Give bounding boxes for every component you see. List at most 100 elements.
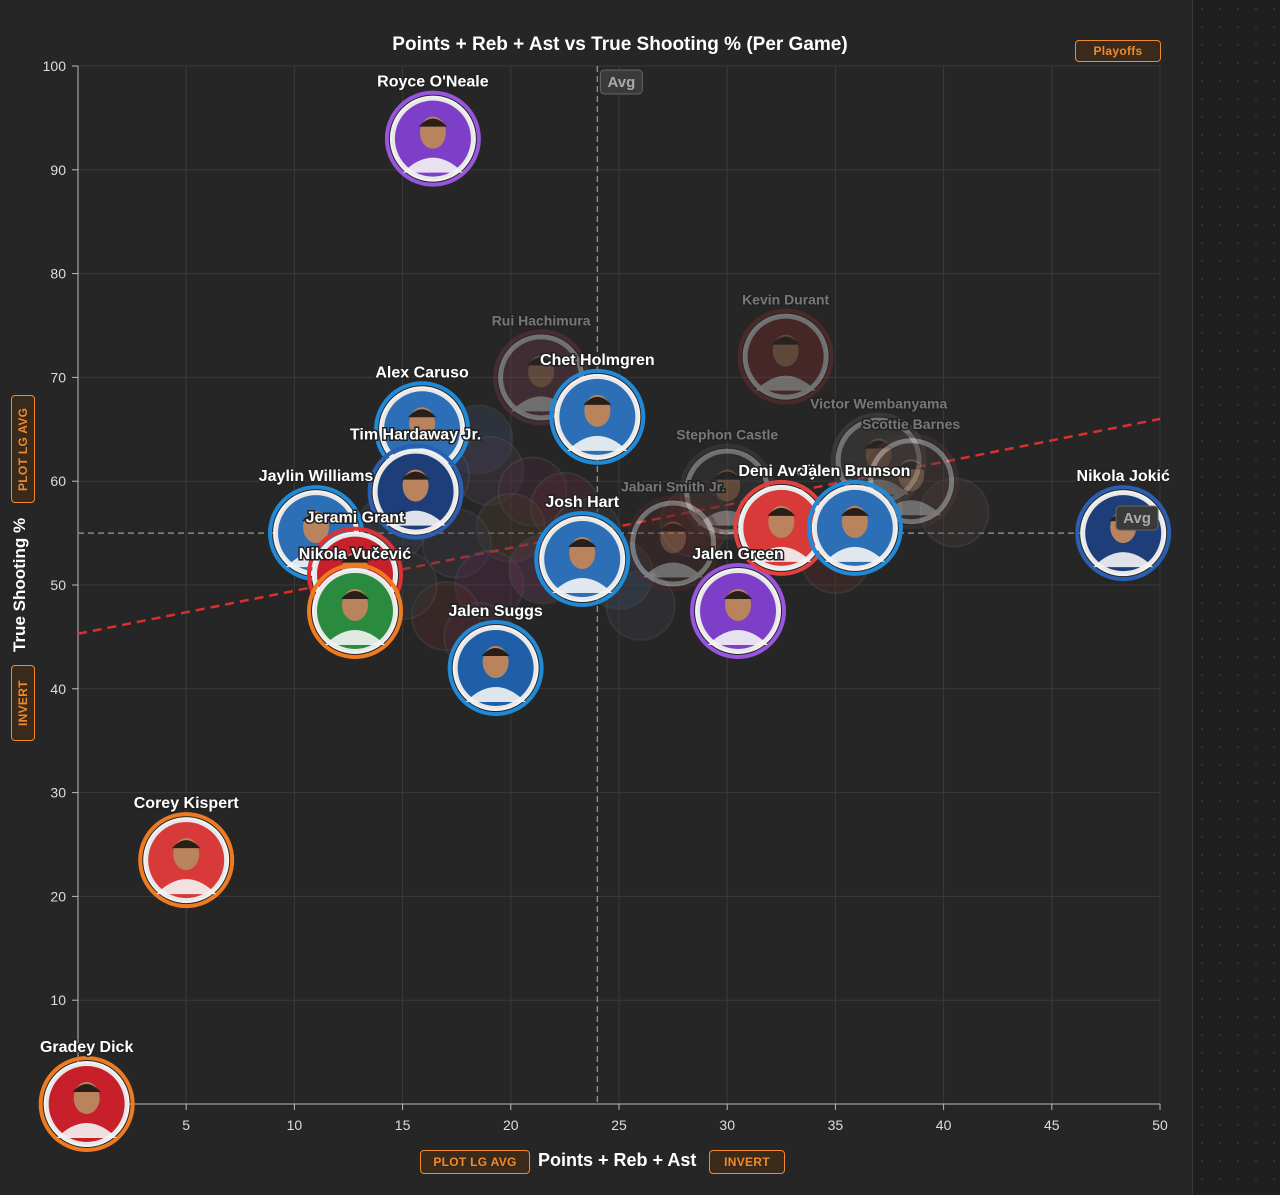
player-point bbox=[733, 479, 830, 576]
face-shape bbox=[898, 459, 925, 492]
hair-shape bbox=[302, 513, 331, 522]
face-shape bbox=[660, 521, 687, 554]
x-axis-title: Points + Reb + Ast bbox=[538, 1150, 697, 1170]
player-point bbox=[549, 368, 646, 465]
point-outer-ring bbox=[1075, 485, 1172, 582]
point-label: Josh Hart bbox=[545, 494, 619, 511]
point-inner-ring bbox=[868, 438, 955, 525]
y-tick-label: 40 bbox=[50, 681, 66, 697]
point-inner-ring bbox=[630, 500, 717, 587]
axes: 5101520253035404550010203040506070809010… bbox=[43, 58, 1168, 1133]
avg-badge-text: Avg bbox=[607, 74, 635, 91]
y-tick-label: 80 bbox=[50, 266, 66, 282]
point-label: Jaylin Williams bbox=[259, 468, 374, 485]
y-tick-label: 90 bbox=[50, 162, 66, 178]
y-tick-label: 30 bbox=[50, 785, 66, 801]
player-point bbox=[447, 620, 544, 717]
jersey-shape bbox=[643, 562, 704, 578]
hair-shape bbox=[527, 357, 556, 366]
x-tick-label: 50 bbox=[1152, 1117, 1168, 1133]
y-tick-label: 50 bbox=[50, 577, 66, 593]
player-point bbox=[625, 495, 722, 592]
hair-shape bbox=[72, 1084, 101, 1092]
grid bbox=[78, 65, 1161, 1104]
point-outer-ring bbox=[38, 1056, 135, 1152]
point-label: Gradey Dick bbox=[40, 1039, 133, 1056]
point-team-color bbox=[635, 505, 712, 582]
player-point bbox=[690, 562, 787, 659]
point-label: Stephon Castle bbox=[676, 427, 778, 443]
point-label: Chet Holmgren bbox=[540, 352, 655, 369]
hair-shape bbox=[713, 471, 742, 480]
point-team-color bbox=[840, 422, 917, 499]
point-outer-ring bbox=[138, 812, 235, 909]
hair-shape bbox=[408, 409, 437, 418]
x-tick-label: 35 bbox=[828, 1117, 844, 1133]
jersey-shape bbox=[385, 510, 446, 526]
background-point bbox=[919, 477, 990, 548]
jersey-shape bbox=[755, 375, 816, 391]
point-outer-ring bbox=[447, 620, 544, 717]
point-outer-ring bbox=[306, 562, 403, 659]
background-point bbox=[497, 456, 568, 527]
background-point bbox=[659, 487, 730, 558]
point-label: Tim Hardaway Jr. bbox=[350, 427, 481, 444]
jersey-shape bbox=[1093, 552, 1154, 568]
point-outer-ring bbox=[367, 443, 464, 540]
avg-badge-box bbox=[599, 69, 643, 95]
point-label: Victor Wembanyama bbox=[810, 395, 947, 411]
y-plot-lg-avg-button[interactable]: PLOT LG AVG bbox=[11, 395, 35, 503]
hair-shape bbox=[840, 507, 869, 516]
point-inner-ring bbox=[742, 313, 829, 400]
y-tick-label: 20 bbox=[50, 888, 66, 904]
playoffs-button[interactable]: Playoffs bbox=[1075, 40, 1161, 62]
point-label: Scottie Barnes bbox=[862, 416, 960, 432]
face-shape bbox=[528, 355, 555, 388]
player-point bbox=[1075, 485, 1172, 582]
point-team-color bbox=[747, 318, 824, 395]
y-tick-label: 100 bbox=[43, 58, 67, 74]
side-panel bbox=[1193, 0, 1280, 1195]
x-tick-label: 45 bbox=[1044, 1117, 1060, 1133]
scatter-chart: 5101520253035404550010203040506070809010… bbox=[38, 58, 1172, 1152]
y-invert-button[interactable]: INVERT bbox=[11, 665, 35, 741]
point-label: Royce O'Neale bbox=[377, 74, 489, 91]
hair-shape bbox=[767, 507, 796, 516]
x-tick-label: 40 bbox=[936, 1117, 952, 1133]
avg-badge-text: Avg bbox=[1123, 510, 1151, 527]
jersey-shape bbox=[824, 546, 885, 562]
point-outer-ring bbox=[549, 368, 646, 465]
hair-shape bbox=[724, 590, 753, 599]
point-label: Nikola Jokić bbox=[1077, 468, 1170, 485]
player-point bbox=[737, 308, 834, 405]
point-label: Jerami Grant bbox=[306, 510, 405, 527]
face-shape bbox=[772, 334, 799, 367]
hair-shape bbox=[659, 523, 688, 532]
player-point bbox=[138, 812, 235, 909]
background-point bbox=[605, 570, 676, 641]
x-tick-label: 20 bbox=[503, 1117, 519, 1133]
hair-shape bbox=[418, 118, 447, 127]
data-points bbox=[38, 90, 1172, 1152]
x-invert-button[interactable]: INVERT bbox=[709, 1150, 785, 1174]
hair-shape bbox=[897, 461, 926, 470]
point-label: Nikola Vučević bbox=[299, 546, 411, 563]
hair-shape bbox=[568, 539, 597, 548]
hair-shape bbox=[771, 336, 800, 345]
player-point bbox=[534, 511, 631, 608]
point-label: Jalen Suggs bbox=[449, 603, 543, 620]
face-shape bbox=[865, 438, 892, 471]
y-tick-label: 60 bbox=[50, 473, 66, 489]
avg-y-badge: Avg bbox=[1115, 505, 1159, 531]
point-label: Jabari Smith Jr. bbox=[621, 478, 725, 494]
y-axis-title: True Shooting % bbox=[10, 517, 29, 653]
hair-shape bbox=[401, 471, 430, 480]
player-point bbox=[384, 90, 481, 187]
point-labels: Royce O'Neale Chet Holmgren Alex Caruso Tim… bbox=[38, 69, 1172, 1058]
x-plot-lg-avg-button[interactable]: PLOT LG AVG bbox=[420, 1150, 530, 1174]
x-tick-label: 10 bbox=[287, 1117, 303, 1133]
point-outer-ring bbox=[690, 562, 787, 659]
avg-x-badge: Avg bbox=[599, 69, 643, 95]
point-label: Jalen Brunson bbox=[799, 463, 910, 480]
face-shape bbox=[714, 469, 741, 502]
